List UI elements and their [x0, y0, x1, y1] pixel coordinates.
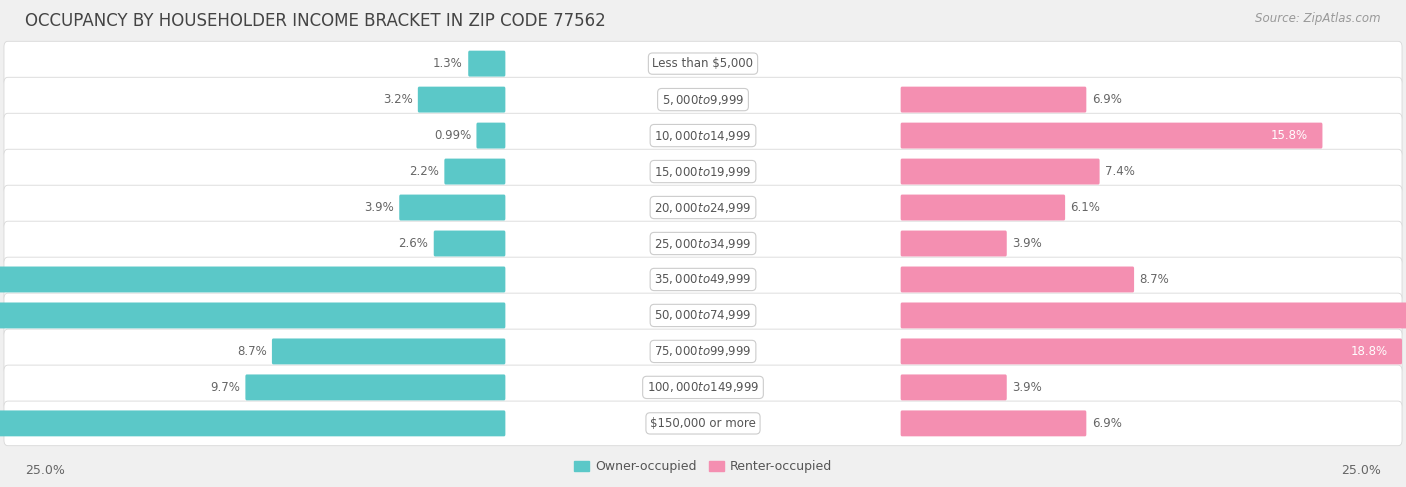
Text: OCCUPANCY BY HOUSEHOLDER INCOME BRACKET IN ZIP CODE 77562: OCCUPANCY BY HOUSEHOLDER INCOME BRACKET … — [25, 12, 606, 30]
Text: 1.3%: 1.3% — [433, 57, 463, 70]
FancyBboxPatch shape — [4, 221, 1402, 266]
FancyBboxPatch shape — [901, 302, 1406, 328]
FancyBboxPatch shape — [477, 123, 505, 149]
FancyBboxPatch shape — [901, 266, 1135, 292]
Text: $50,000 to $74,999: $50,000 to $74,999 — [654, 308, 752, 322]
FancyBboxPatch shape — [0, 266, 505, 292]
FancyBboxPatch shape — [901, 195, 1066, 221]
FancyBboxPatch shape — [271, 338, 505, 364]
Text: $25,000 to $34,999: $25,000 to $34,999 — [654, 237, 752, 250]
Text: Source: ZipAtlas.com: Source: ZipAtlas.com — [1256, 12, 1381, 25]
FancyBboxPatch shape — [4, 329, 1402, 374]
Text: 0.99%: 0.99% — [434, 129, 471, 142]
Text: $150,000 or more: $150,000 or more — [650, 417, 756, 430]
Text: 25.0%: 25.0% — [25, 464, 65, 477]
FancyBboxPatch shape — [901, 87, 1087, 112]
FancyBboxPatch shape — [4, 113, 1402, 158]
Text: $75,000 to $99,999: $75,000 to $99,999 — [654, 344, 752, 358]
Text: 15.8%: 15.8% — [1271, 129, 1308, 142]
FancyBboxPatch shape — [433, 230, 505, 257]
Legend: Owner-occupied, Renter-occupied: Owner-occupied, Renter-occupied — [568, 455, 838, 478]
Text: Less than $5,000: Less than $5,000 — [652, 57, 754, 70]
Text: $35,000 to $49,999: $35,000 to $49,999 — [654, 273, 752, 286]
FancyBboxPatch shape — [4, 257, 1402, 302]
Text: 25.0%: 25.0% — [1341, 464, 1381, 477]
Text: 3.9%: 3.9% — [364, 201, 394, 214]
FancyBboxPatch shape — [4, 185, 1402, 230]
FancyBboxPatch shape — [0, 302, 505, 328]
Text: $5,000 to $9,999: $5,000 to $9,999 — [662, 93, 744, 107]
Text: 7.4%: 7.4% — [1105, 165, 1135, 178]
FancyBboxPatch shape — [901, 123, 1323, 149]
FancyBboxPatch shape — [468, 51, 505, 76]
Text: 8.7%: 8.7% — [1139, 273, 1170, 286]
Text: 6.9%: 6.9% — [1091, 417, 1122, 430]
Text: 9.7%: 9.7% — [211, 381, 240, 394]
Text: $15,000 to $19,999: $15,000 to $19,999 — [654, 165, 752, 179]
Text: 2.2%: 2.2% — [409, 165, 439, 178]
FancyBboxPatch shape — [399, 195, 505, 221]
Text: 6.9%: 6.9% — [1091, 93, 1122, 106]
Text: $20,000 to $24,999: $20,000 to $24,999 — [654, 201, 752, 214]
Text: 2.6%: 2.6% — [398, 237, 429, 250]
Text: 3.9%: 3.9% — [1012, 381, 1042, 394]
FancyBboxPatch shape — [901, 159, 1099, 185]
FancyBboxPatch shape — [0, 411, 505, 436]
FancyBboxPatch shape — [4, 293, 1402, 338]
FancyBboxPatch shape — [4, 149, 1402, 194]
Text: 6.1%: 6.1% — [1070, 201, 1101, 214]
FancyBboxPatch shape — [444, 159, 505, 185]
Text: 3.2%: 3.2% — [382, 93, 412, 106]
FancyBboxPatch shape — [246, 375, 505, 400]
Text: 18.8%: 18.8% — [1350, 345, 1388, 358]
FancyBboxPatch shape — [901, 230, 1007, 257]
FancyBboxPatch shape — [418, 87, 505, 112]
FancyBboxPatch shape — [901, 338, 1402, 364]
FancyBboxPatch shape — [4, 401, 1402, 446]
FancyBboxPatch shape — [4, 41, 1402, 86]
FancyBboxPatch shape — [901, 411, 1087, 436]
Text: 3.9%: 3.9% — [1012, 237, 1042, 250]
FancyBboxPatch shape — [901, 375, 1007, 400]
Text: $100,000 to $149,999: $100,000 to $149,999 — [647, 380, 759, 394]
Text: $10,000 to $14,999: $10,000 to $14,999 — [654, 129, 752, 143]
FancyBboxPatch shape — [4, 77, 1402, 122]
FancyBboxPatch shape — [4, 365, 1402, 410]
Text: 8.7%: 8.7% — [236, 345, 267, 358]
